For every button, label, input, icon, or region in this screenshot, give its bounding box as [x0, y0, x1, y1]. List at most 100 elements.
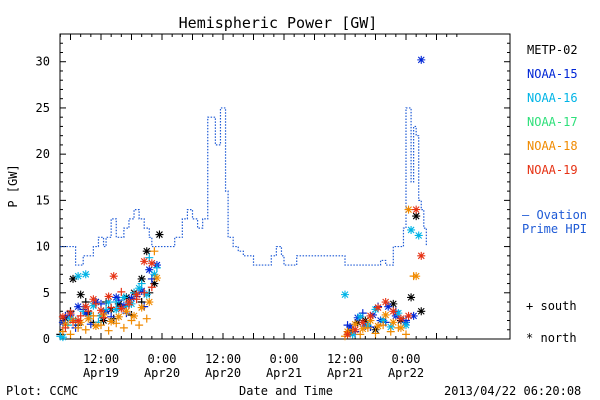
x-tick-label-date: Apr19 [83, 366, 119, 380]
legend-entry-metp-02: METP-02 [527, 43, 578, 57]
south-point-noaa-19 [140, 288, 149, 297]
south-point-noaa-18 [104, 326, 113, 335]
north-point-noaa-15 [112, 293, 121, 302]
legend-entry-noaa-19: NOAA-19 [527, 163, 578, 177]
north-point-noaa-19 [147, 259, 156, 268]
ovation-legend-line1: — Ovation [522, 208, 588, 222]
north-point-noaa-18 [358, 324, 367, 333]
north-point-metp-02 [150, 279, 159, 288]
legend-entry-noaa-17: NOAA-17 [527, 115, 578, 129]
north-point-noaa-18 [84, 314, 93, 323]
north-point-noaa-15 [417, 55, 426, 64]
north-point-metp-02 [155, 230, 164, 239]
north-point-metp-02 [412, 212, 421, 221]
north-point-noaa-18 [107, 317, 116, 326]
north-point-metp-02 [69, 274, 78, 283]
ovation-prime-line [60, 107, 427, 266]
x-tick-label-time: 12:00 [83, 352, 119, 366]
north-point-noaa-16 [58, 333, 67, 342]
north-point-noaa-19 [412, 205, 421, 214]
x-tick-label-date: Apr20 [144, 366, 180, 380]
y-axis: 0 5 10 15 20 25 30 [36, 33, 510, 346]
north-point-noaa-16 [112, 305, 121, 314]
north-point-noaa-16 [119, 293, 128, 302]
north-point-noaa-16 [356, 312, 365, 321]
north-point-noaa-15 [384, 302, 393, 311]
north-point-noaa-18 [389, 318, 398, 327]
south-point-noaa-19 [61, 323, 70, 332]
south-point-noaa-18 [363, 323, 372, 332]
south-point-noaa-18 [142, 314, 151, 323]
south-label: south [540, 299, 577, 313]
north-point-noaa-19 [104, 292, 113, 301]
north-point-noaa-15 [368, 310, 377, 319]
north-point-noaa-15 [145, 265, 154, 274]
y-tick-label: 25 [36, 101, 50, 115]
south-point-noaa-18 [402, 330, 410, 339]
north-point-noaa-15 [346, 322, 355, 331]
north-point-noaa-19 [81, 302, 90, 311]
north-point-noaa-15 [353, 313, 362, 322]
north-point-noaa-19 [351, 325, 360, 334]
north-symbol: * [526, 331, 534, 345]
x-tick-label-time: 0:00 [392, 352, 421, 366]
south-point-noaa-18 [379, 321, 388, 330]
chart-title: Hemispheric Power [GW] [179, 14, 378, 32]
north-point-metp-02 [417, 307, 426, 316]
south-point-noaa-18 [386, 327, 395, 336]
south-point-noaa-18 [97, 321, 105, 330]
plot-source: Plot: CCMC [6, 384, 79, 398]
north-point-noaa-16 [150, 270, 159, 279]
x-tick-label-date: Apr22 [388, 366, 424, 380]
south-point-noaa-18 [371, 329, 380, 338]
north-point-noaa-18 [114, 312, 123, 321]
north-point-noaa-19 [58, 312, 67, 321]
north-point-noaa-18 [130, 311, 139, 320]
legend-entry-noaa-18: NOAA-18 [527, 139, 578, 153]
south-point-noaa-18 [66, 330, 75, 339]
north-point-noaa-18 [404, 205, 413, 214]
north-point-noaa-16 [135, 284, 144, 293]
north-point-metp-02 [389, 299, 398, 308]
south-point-noaa-18 [81, 325, 90, 334]
y-tick-label: 20 [36, 147, 50, 161]
north-point-noaa-19 [366, 311, 375, 320]
north-point-noaa-16 [89, 301, 98, 310]
y-tick-label: 10 [36, 240, 50, 254]
x-tick-label-time: 12:00 [327, 352, 363, 366]
north-point-noaa-19 [140, 257, 149, 266]
x-tick-label-time: 0:00 [270, 352, 299, 366]
x-axis: 12:00Apr190:00Apr2012:00Apr200:00Apr2112… [59, 34, 458, 380]
legend-entry-noaa-16: NOAA-16 [527, 91, 578, 105]
x-tick-label-date: Apr21 [327, 366, 363, 380]
legend-north: * north [526, 331, 577, 345]
north-point-noaa-16 [386, 322, 395, 331]
x-axis-label: Date and Time [239, 384, 333, 398]
north-point-noaa-18 [381, 310, 390, 319]
north-point-metp-02 [407, 293, 416, 302]
y-tick-label: 0 [43, 332, 50, 346]
x-tick-label-date: Apr20 [205, 366, 241, 380]
x-tick-label-time: 12:00 [205, 352, 241, 366]
north-point-noaa-18 [122, 307, 131, 316]
north-point-noaa-19 [97, 306, 105, 315]
north-point-noaa-19 [66, 309, 75, 318]
north-point-noaa-18 [91, 322, 100, 331]
north-point-metp-02 [142, 247, 151, 256]
x-tick-label-date: Apr21 [266, 366, 302, 380]
north-label: north [540, 331, 577, 345]
north-point-noaa-16 [402, 321, 410, 330]
north-point-noaa-16 [81, 270, 90, 279]
north-point-noaa-19 [404, 311, 413, 320]
legend-entry-noaa-15: NOAA-15 [527, 67, 578, 81]
south-point-noaa-19 [99, 313, 108, 322]
north-point-noaa-18 [412, 272, 421, 281]
y-tick-label: 30 [36, 55, 50, 69]
north-point-noaa-19 [132, 290, 141, 299]
south-point-noaa-19 [107, 303, 116, 312]
south-symbol: + [526, 299, 534, 313]
north-point-noaa-15 [127, 294, 136, 303]
north-point-noaa-19 [74, 316, 83, 325]
satellite-points [56, 55, 426, 342]
